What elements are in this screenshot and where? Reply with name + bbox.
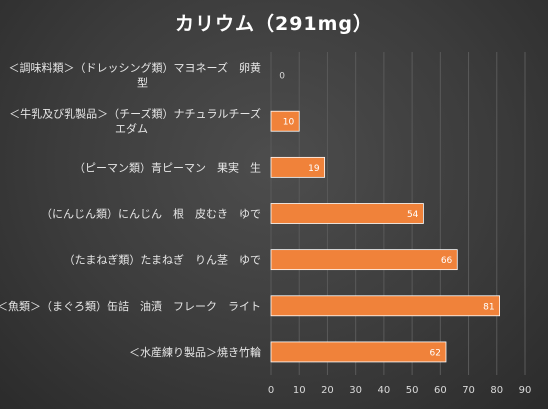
bar-6 [270,341,447,363]
data-label-1: 10 [283,118,295,128]
category-label-0-line-1: 型 [137,76,148,90]
bar-2 [270,156,326,178]
bar-4 [270,249,458,271]
data-label-4: 66 [441,256,453,266]
category-label-4: （たまねぎ類）たまねぎ りん茎 ゆで [64,253,261,267]
category-label-1-line-1: エダム [115,122,148,136]
category-label-1-line-0: ＜牛乳及び乳製品＞（チーズ類）ナチュラルチーズ [9,107,261,121]
category-label-3: （にんじん類）にんじん 根 皮むき ゆで [41,207,261,221]
chart-title: カリウム（291mg） [174,13,374,35]
category-label-5: ＜魚類＞（まぐろ類）缶詰 油漬 フレーク ライト [0,299,261,313]
bar-3 [270,203,424,224]
x-tick-label-10: 10 [293,385,306,396]
data-label-2: 19 [308,164,320,174]
x-tick-label-50: 50 [406,385,419,396]
x-tick-label-40: 40 [378,385,391,396]
x-tick-label-20: 20 [321,385,334,396]
bar-5 [270,295,501,317]
data-label-3: 54 [407,210,419,220]
category-label-6: ＜水産練り製品＞焼き竹輪 [129,345,261,359]
x-tick-label-90: 90 [519,385,532,396]
data-label-5: 81 [483,302,494,312]
category-label-0-line-0: ＜調味料類＞（ドレッシング類）マヨネーズ 卵黄 [9,61,261,75]
x-tick-label-60: 60 [434,385,447,396]
data-label-0: 0 [279,72,285,82]
category-label-2: （ピーマン類）青ピーマン 果実 生 [74,160,261,174]
x-tick-label-70: 70 [462,385,475,396]
data-label-6: 62 [430,348,441,358]
x-tick-label-30: 30 [349,385,362,396]
x-tick-label-80: 80 [490,385,503,396]
bar-1 [270,110,300,132]
x-tick-label-0: 0 [268,385,274,396]
